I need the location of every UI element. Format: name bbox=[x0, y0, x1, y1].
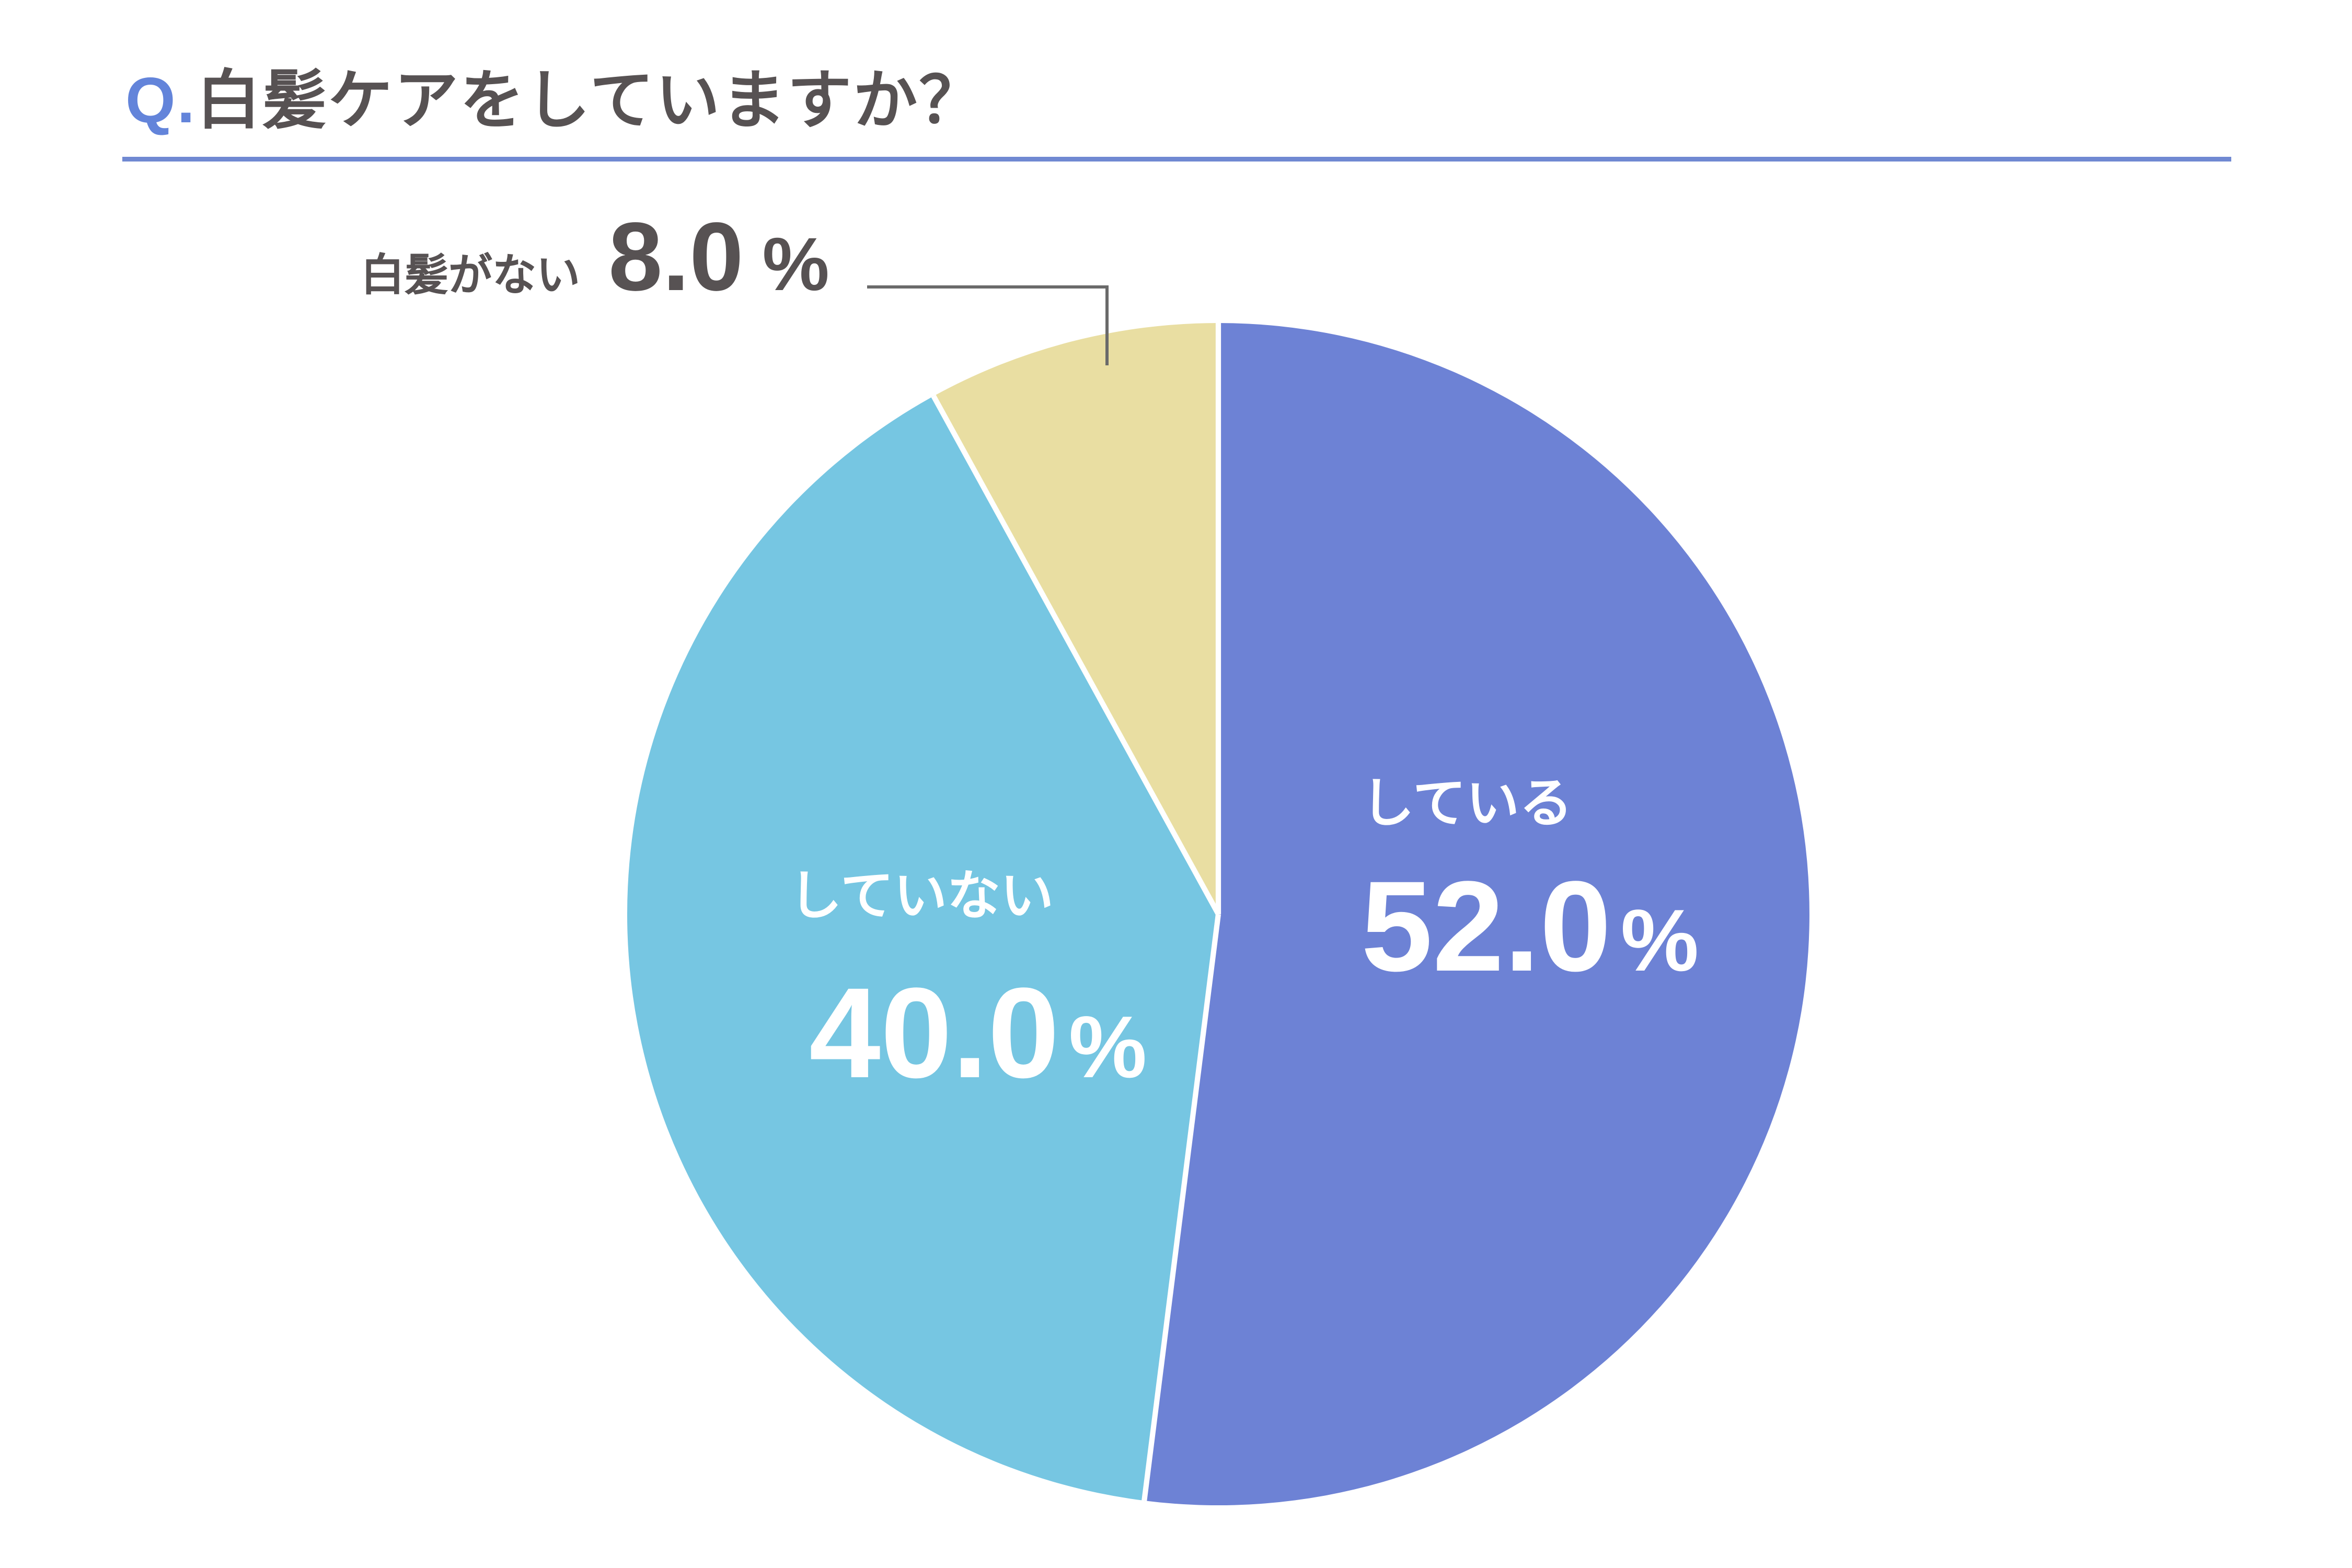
slice-not-doing bbox=[627, 396, 1218, 1501]
title-underline bbox=[122, 157, 2231, 162]
slice-divider bbox=[1142, 914, 1221, 1501]
slice-label-doing-value: 52.0 % bbox=[1361, 856, 1699, 999]
callout-leader-line bbox=[867, 285, 1109, 365]
slice-no-gray-hair bbox=[933, 323, 1218, 914]
nograyhair-name: 白髪がない bbox=[361, 251, 581, 299]
question-prefix: Q. bbox=[125, 64, 197, 136]
doing-value-number: 52.0 bbox=[1361, 856, 1611, 999]
doing-percent-sign: % bbox=[1620, 891, 1699, 989]
page-title: Q.白髪ケアをしていますか？ bbox=[125, 68, 985, 133]
nograyhair-value-number: 8.0 bbox=[608, 204, 744, 312]
notdoing-percent-sign: % bbox=[1068, 997, 1147, 1096]
slice-divider bbox=[931, 395, 1221, 916]
slice-label-notdoing-value: 40.0 % bbox=[809, 963, 1147, 1105]
slice-doing bbox=[1144, 323, 1809, 1506]
slice-label-doing-name: している bbox=[1361, 775, 1573, 834]
slice-label-nograyhair: 白髪がない 8.0 % bbox=[361, 210, 829, 307]
notdoing-value-number: 40.0 bbox=[809, 963, 1059, 1105]
question-text: 白髪ケアをしていますか？ bbox=[196, 64, 985, 136]
nograyhair-percent-sign: % bbox=[762, 224, 829, 307]
slice-label-notdoing-name: していない bbox=[789, 867, 1054, 927]
